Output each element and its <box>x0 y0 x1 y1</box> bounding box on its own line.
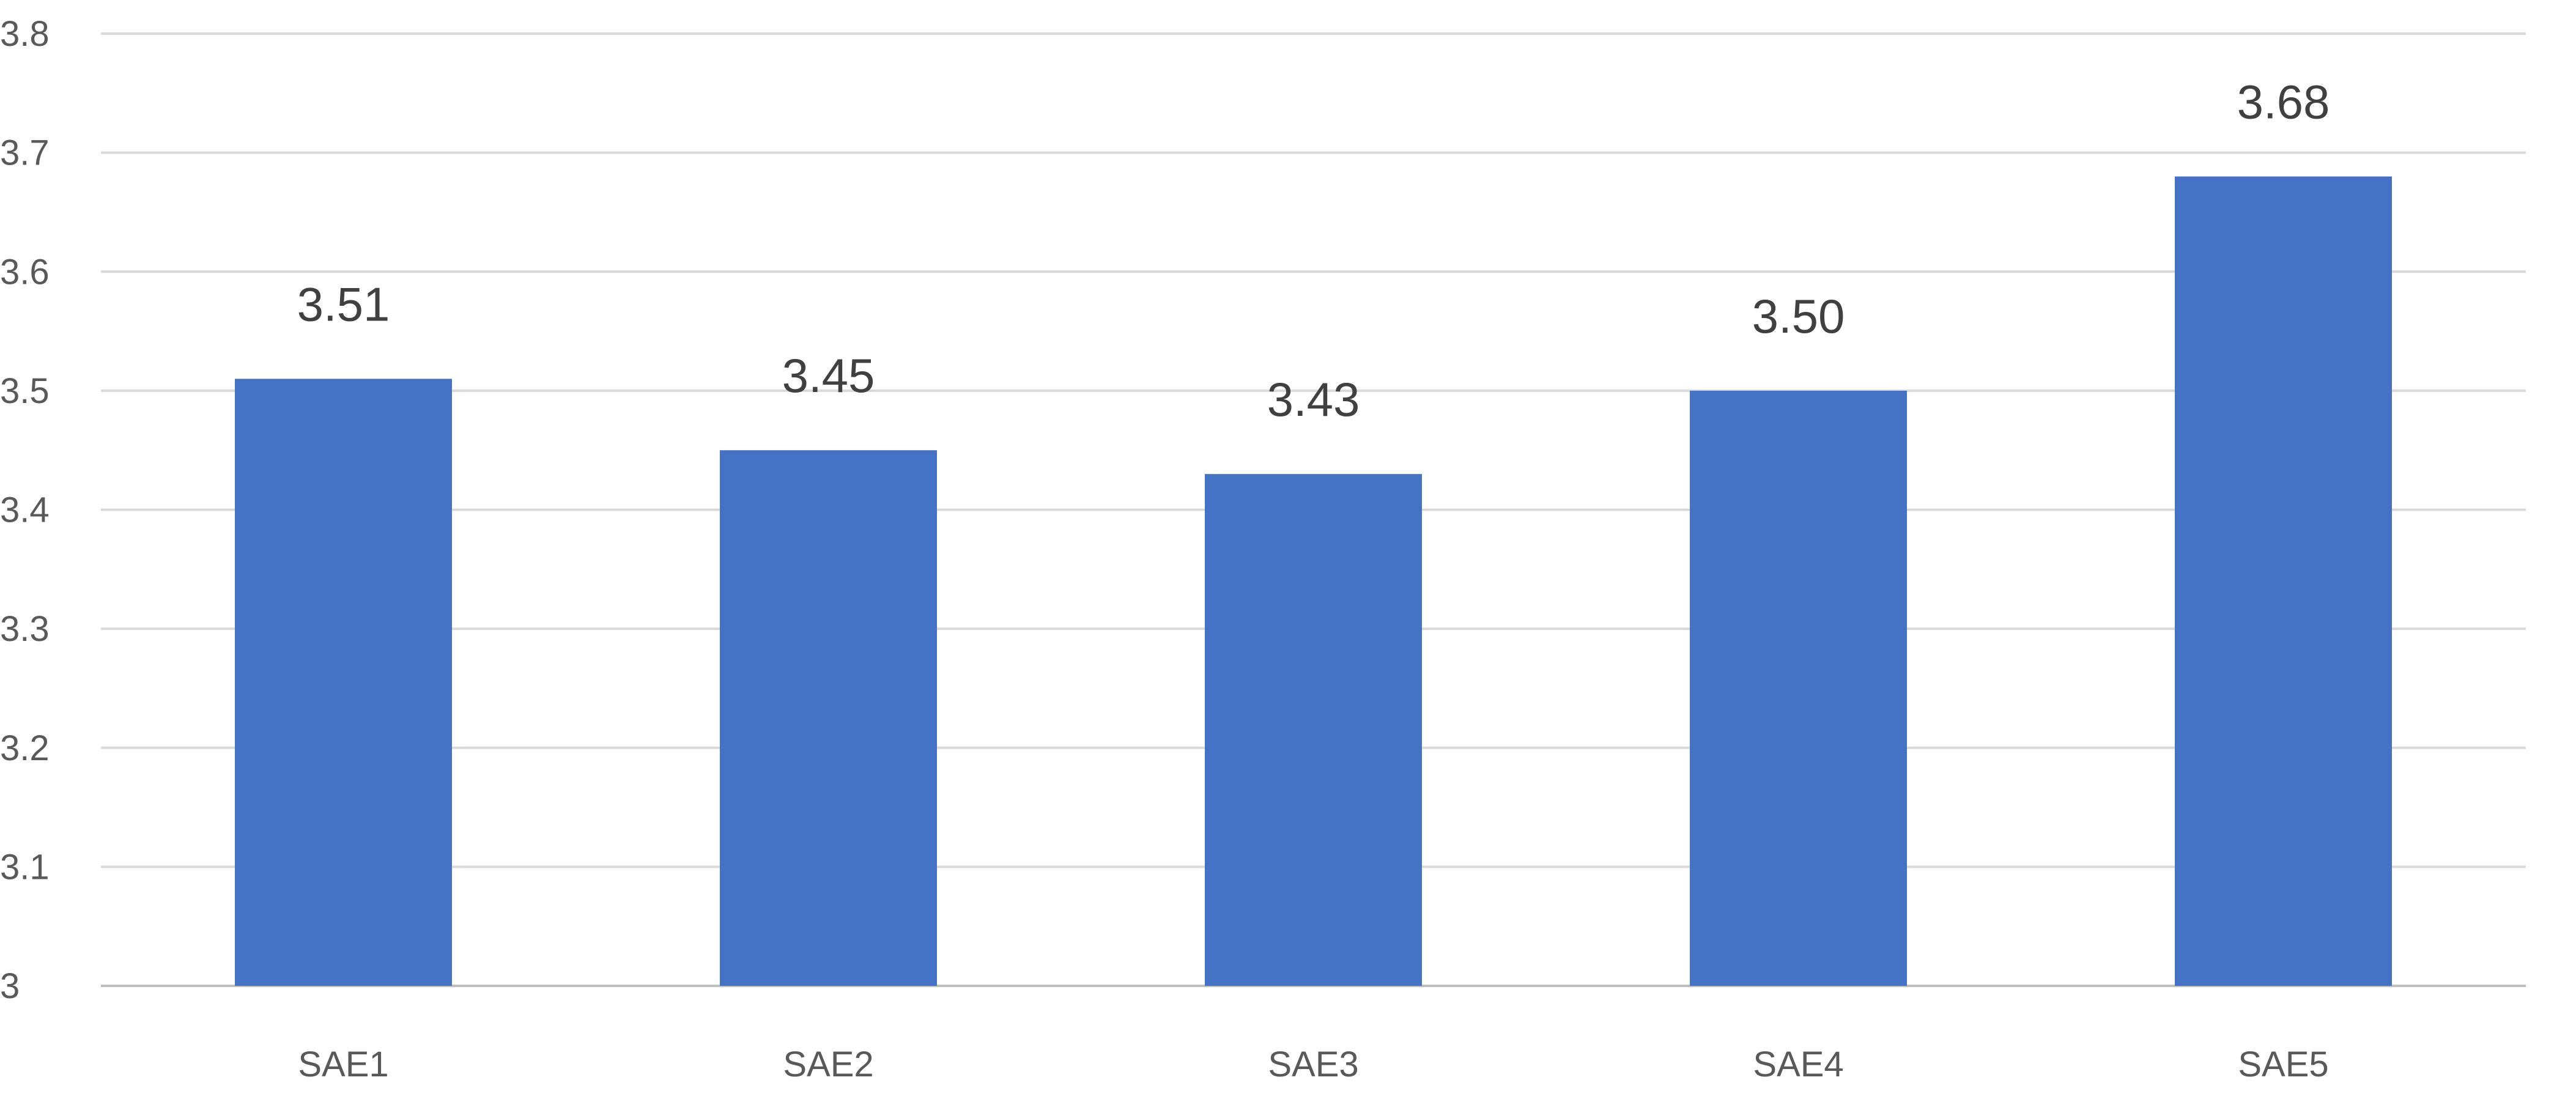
bars <box>235 176 2392 986</box>
x-tick-label: SAE5 <box>2238 1045 2328 1084</box>
x-tick-label: SAE4 <box>1753 1045 1843 1084</box>
y-tick-label: 3 <box>0 966 20 1006</box>
y-tick-label: 3.2 <box>0 728 50 768</box>
bar <box>1205 474 1422 986</box>
y-tick-label: 3.3 <box>0 609 50 649</box>
y-tick-label: 3.7 <box>0 133 50 173</box>
bar <box>2175 176 2392 986</box>
bar <box>720 450 937 986</box>
bar <box>1690 390 1907 986</box>
x-axis-ticks: SAE1 SAE2 SAE3 SAE4 SAE5 <box>298 1045 2328 1084</box>
data-labels: 3.51 3.45 3.43 3.50 3.68 <box>297 75 2330 427</box>
x-tick-label: SAE3 <box>1268 1045 1358 1084</box>
y-tick-label: 3.1 <box>0 847 50 887</box>
data-label: 3.50 <box>1752 289 1845 343</box>
y-tick-label: 3.4 <box>0 490 50 530</box>
y-tick-label: 3.8 <box>0 14 50 54</box>
y-axis-ticks: 3 3.1 3.2 3.3 3.4 3.5 3.6 3.7 3.8 <box>0 14 50 1006</box>
data-label: 3.51 <box>297 277 390 331</box>
bar <box>235 379 452 986</box>
y-tick-label: 3.5 <box>0 371 50 411</box>
data-label: 3.45 <box>782 349 875 402</box>
x-tick-label: SAE2 <box>783 1045 873 1084</box>
data-label: 3.43 <box>1267 372 1360 426</box>
y-tick-label: 3.6 <box>0 252 50 292</box>
x-tick-label: SAE1 <box>298 1045 388 1084</box>
data-label: 3.68 <box>2237 75 2330 129</box>
